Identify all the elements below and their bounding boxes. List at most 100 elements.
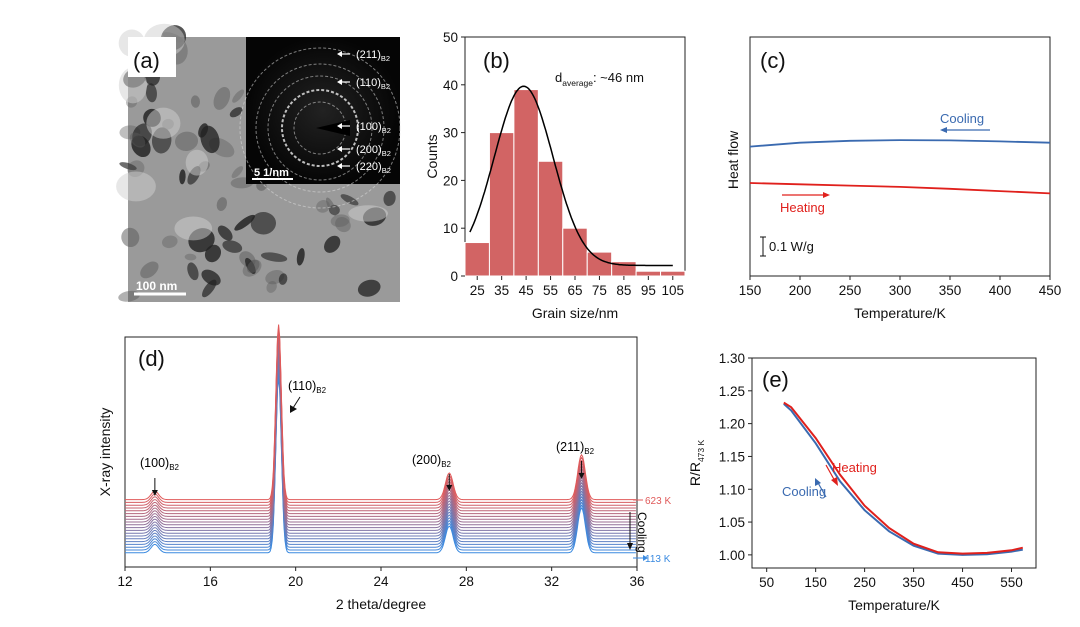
- x-axis-title: 2 theta/degree: [336, 596, 427, 612]
- x-tick-label: 25: [470, 283, 485, 298]
- grain: [121, 227, 140, 248]
- bright-region: [146, 107, 181, 139]
- grain: [132, 123, 152, 147]
- grain: [324, 235, 341, 253]
- ring-label-sub: B2: [382, 126, 391, 135]
- x-tick-label: 45: [519, 283, 534, 298]
- grain: [296, 248, 305, 266]
- y-tick-label: 1.10: [719, 482, 745, 497]
- average-size-annotation: daverage: ~46 nm: [555, 70, 644, 88]
- xrd-scan: [125, 349, 636, 526]
- grain: [179, 169, 186, 185]
- y-tick-label: 0: [450, 269, 458, 284]
- panel-d: 12 16 20 24 28 32 36 2 theta/degree X-ray intens…: [97, 324, 671, 612]
- y-tick-label: 50: [443, 30, 458, 45]
- x-tick-label: 35: [494, 283, 509, 298]
- inset-scale-bar-label: 5 1/nm: [254, 167, 289, 179]
- xrd-scan: [125, 330, 636, 506]
- peak-label-sub: B2: [441, 460, 451, 469]
- xrd-scan: [125, 327, 636, 503]
- heating-label-e: Heating: [832, 460, 877, 475]
- grain: [278, 273, 288, 285]
- xrd-scan: [125, 360, 636, 537]
- cooling-curve: [749, 139, 1051, 148]
- ring-label-arrowhead: [337, 51, 342, 57]
- x-tick-label: 450: [1039, 283, 1062, 298]
- grain: [216, 197, 228, 211]
- grain: [232, 89, 245, 103]
- peak-arrowhead: [151, 490, 158, 496]
- peak-label-sub: B2: [316, 386, 326, 395]
- y-axis-title: Counts: [424, 134, 440, 178]
- histogram-bar: [635, 270, 662, 277]
- x-axis-title: Grain size/nm: [532, 305, 618, 321]
- x-tick-label: 24: [373, 574, 389, 589]
- ring-label-arrowhead: [337, 79, 342, 85]
- panel-b-label: (b): [483, 48, 510, 73]
- grain: [247, 259, 260, 274]
- y-tick-label: 40: [443, 78, 458, 93]
- y-tick-label: 20: [443, 173, 458, 188]
- panel-d-label: (d): [138, 346, 165, 371]
- x-tick-label: 250: [839, 283, 862, 298]
- bright-region: [174, 216, 213, 241]
- x-tick-label: 95: [641, 283, 656, 298]
- histogram-bar: [488, 132, 515, 277]
- xrd-scan: [125, 335, 636, 512]
- grain: [266, 280, 277, 293]
- panel-e-axes: 50 150 250 350 450 550 1.00 1.05 1.10 1.15 1.20 1.2…: [687, 351, 1023, 613]
- peak-arrowhead: [446, 485, 453, 491]
- bright-region: [185, 149, 209, 176]
- peak-label-sub: B2: [169, 463, 179, 472]
- peak-arrow: [292, 396, 301, 409]
- panel-a-label: (a): [133, 48, 160, 73]
- histogram-bar: [513, 89, 539, 277]
- y-tick-label: 1.30: [719, 351, 745, 366]
- x-axis-title: Temperature/K: [848, 597, 940, 613]
- ring-label-sub: B2: [382, 149, 391, 158]
- xrd-scan: [125, 374, 636, 551]
- ring-label-arrowhead: [337, 123, 342, 129]
- average-subscript: average: [562, 78, 593, 88]
- x-tick-label: 300: [889, 283, 912, 298]
- xrd-scan: [125, 358, 636, 534]
- xrd-scan: [125, 355, 636, 531]
- panel-a: (a) (211)B2(110)B2(100)B2(200)B2(220)B2 …: [116, 23, 401, 302]
- y-tick-label: 10: [443, 221, 458, 236]
- grain: [330, 214, 350, 227]
- grain: [200, 125, 220, 154]
- x-tick-label: 36: [629, 574, 644, 589]
- histogram-bar: [586, 251, 613, 277]
- grain: [222, 240, 243, 253]
- panel-c-label: (c): [760, 48, 786, 73]
- heating-label: Heating: [780, 200, 825, 215]
- x-tick-label: 65: [567, 283, 582, 298]
- grain: [202, 279, 217, 298]
- bottom-temperature: 113 K: [645, 554, 671, 565]
- ring-label-arrowhead: [337, 146, 342, 152]
- y-tick-label: 30: [443, 126, 458, 141]
- grain: [161, 235, 178, 249]
- peak-label-sub: B2: [584, 447, 594, 456]
- diffraction-ring: [239, 47, 401, 209]
- cooling-direction-label: Cooling: [635, 512, 649, 553]
- histogram-bar: [537, 160, 564, 277]
- heat-scale-label: 0.1 W/g: [769, 239, 814, 254]
- panel-a-label-bg: [128, 37, 176, 77]
- cooling-label: Cooling: [940, 111, 984, 126]
- grain: [187, 262, 199, 281]
- peak-labels: (100)B2 (110)B2 (200)B2 (211)B2: [140, 379, 595, 496]
- x-axis-title: Temperature/K: [854, 305, 946, 321]
- y-tick-label: 1.15: [719, 449, 745, 464]
- grain: [145, 83, 157, 103]
- grain: [316, 200, 330, 213]
- grain: [229, 107, 243, 118]
- grain: [340, 194, 359, 206]
- histogram-bars: [464, 89, 686, 277]
- grain: [231, 166, 244, 179]
- panel-c-axes: 150 200 250 300 350 400 450 Temperature/K Heat f…: [725, 130, 1061, 321]
- y-axis-title-sub: 473 K: [696, 440, 706, 463]
- resistance-cooling-curve: [783, 403, 1023, 556]
- y-tick-label: 1.20: [719, 417, 745, 432]
- x-tick-label: 250: [853, 575, 876, 590]
